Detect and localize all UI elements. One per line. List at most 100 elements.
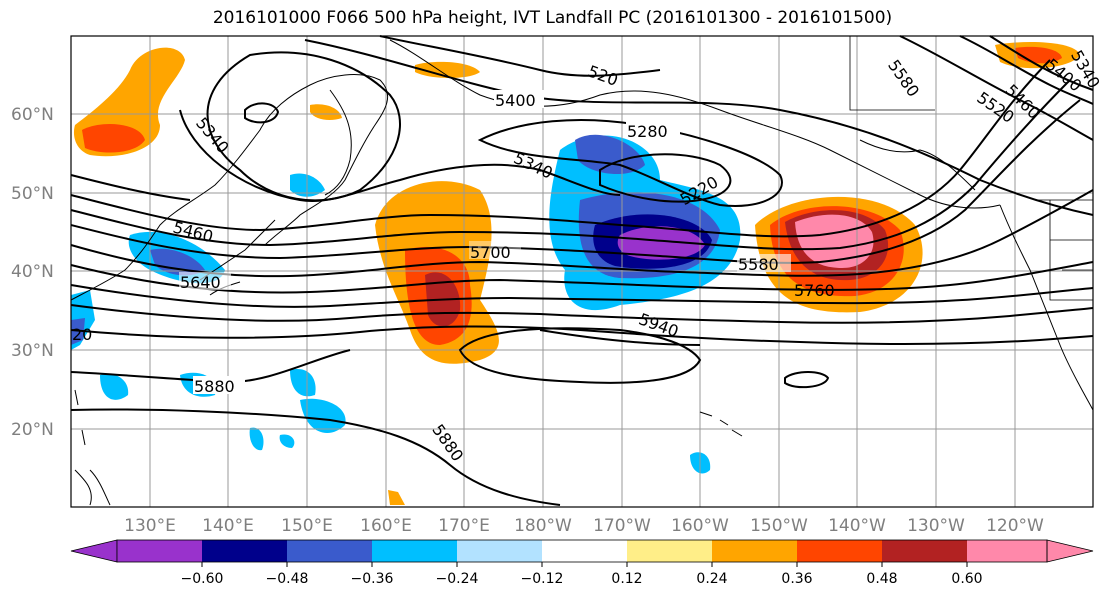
coast-alaska xyxy=(389,39,1001,209)
coast-asia xyxy=(70,74,389,301)
contour-label: 5760 xyxy=(794,281,835,300)
contour-5220 xyxy=(599,153,732,203)
contour-5940 xyxy=(458,327,702,384)
latitude-labels: 60°N 50°N 40°N 30°N 20°N xyxy=(11,105,54,440)
colorbar-segment xyxy=(372,540,457,562)
contour-5880-d xyxy=(539,329,701,346)
lon-label: 130°E xyxy=(124,516,176,536)
contour-labels: 5400 5340 5280 5220 5340 5460 5640 5700 … xyxy=(72,47,1104,465)
contour-5700 xyxy=(70,261,1094,294)
colorbar-tick: 0.48 xyxy=(866,571,897,587)
lat-label: 40°N xyxy=(11,262,54,282)
ivt-neg-west-core xyxy=(150,248,205,276)
lat-label: 60°N xyxy=(11,105,54,125)
contour-west-b xyxy=(379,35,661,77)
lon-label: 140°W xyxy=(828,516,886,536)
contour-low-ring xyxy=(206,51,401,202)
contour-5880-a xyxy=(70,325,1094,346)
ivt-neg-small-d xyxy=(290,369,316,397)
contour-label: 5880 xyxy=(194,377,235,396)
lat-label: 20°N xyxy=(11,420,54,440)
coast-philippines xyxy=(74,469,92,506)
lon-label: 150°E xyxy=(281,516,333,536)
contour-east-a xyxy=(899,35,1094,141)
colorbar-extend-right xyxy=(1046,539,1094,563)
ivt-pos-small-d xyxy=(388,490,405,505)
contour-label: 20 xyxy=(72,325,92,344)
colorbar-segment xyxy=(117,540,202,562)
colorbar-extend-left xyxy=(70,539,118,563)
lon-label: 120°W xyxy=(986,516,1044,536)
colorbar-tick: 0.60 xyxy=(951,571,982,587)
contour-label: 5400 xyxy=(495,91,536,110)
ivt-neg-mid-peak xyxy=(617,226,705,260)
lon-label: 170°W xyxy=(593,516,651,536)
colorbar-segment xyxy=(202,540,287,562)
ivt-neg-small-f xyxy=(249,427,264,451)
coast-hawaii xyxy=(699,411,743,437)
lon-label: 170°E xyxy=(438,516,490,536)
height-contours xyxy=(70,35,1094,506)
contour-east-c xyxy=(989,35,1094,91)
ivt-neg-north xyxy=(575,134,645,175)
gridlines xyxy=(71,36,1093,507)
colorbar-tick: 0.36 xyxy=(781,571,812,587)
contour-label: 5700 xyxy=(470,243,511,262)
lat-label: 50°N xyxy=(11,184,54,204)
contour-small xyxy=(244,102,280,124)
ivt-neg-small-e xyxy=(300,398,346,433)
lon-label: 140°E xyxy=(202,516,254,536)
colorbar-segment xyxy=(542,540,627,562)
contour-5460 xyxy=(70,59,1051,238)
lat-label: 30°N xyxy=(11,341,54,361)
lon-label: 160°W xyxy=(671,516,729,536)
colorbar-segment xyxy=(882,540,967,562)
map-title: 2016101000 F066 500 hPa height, IVT Land… xyxy=(212,8,893,28)
colorbar-segment xyxy=(712,540,797,562)
longitude-labels: 130°E 140°E 150°E 160°E 170°E 180°W 170°… xyxy=(124,516,1044,536)
colorbar-segment xyxy=(967,540,1047,562)
colorbar-segment xyxy=(627,540,712,562)
colorbar-tick: 0.12 xyxy=(611,571,642,587)
contour-5880-c xyxy=(70,408,561,506)
ivt-pos-nw-core xyxy=(82,124,145,153)
ivt-pos-small-b xyxy=(310,104,342,120)
contour-small-ring xyxy=(784,371,830,389)
colorbar-tick: −0.60 xyxy=(181,571,224,587)
contour-5280 xyxy=(477,119,783,207)
coast-kamchatka xyxy=(324,89,352,196)
lon-label: 180°W xyxy=(514,516,572,536)
coast-alaska-inner xyxy=(859,139,976,191)
contour-east-b xyxy=(959,35,1094,105)
colorbar-segment xyxy=(797,540,882,562)
lon-label: 160°E xyxy=(360,516,412,536)
ivt-neg-small-b xyxy=(100,373,129,400)
contour-5520 xyxy=(70,79,1071,251)
colorbar: −0.60 −0.48 −0.36 −0.24 −0.12 0.12 0.24 … xyxy=(70,539,1094,587)
contour-label: 5580 xyxy=(738,255,779,274)
coastlines xyxy=(70,39,1094,506)
colorbar-tick: −0.48 xyxy=(266,571,309,587)
contour-label: 5280 xyxy=(627,122,668,141)
contour-west-a xyxy=(70,174,191,201)
contour-5400-north xyxy=(304,39,1094,216)
ivt-shading xyxy=(71,42,1080,505)
contour-5340-west xyxy=(179,109,621,202)
ivt-pos-east-peak xyxy=(795,214,874,268)
colorbar-tick: −0.36 xyxy=(351,571,394,587)
lon-label: 150°W xyxy=(750,516,808,536)
colorbar-tick: 0.24 xyxy=(696,571,727,587)
coast-na-west xyxy=(999,204,1094,411)
map-frame xyxy=(70,35,1094,508)
colorbar-segment xyxy=(457,540,542,562)
contour-5760 xyxy=(70,284,1094,308)
coast-islands-west xyxy=(74,389,111,506)
contour-label: 5640 xyxy=(180,273,221,292)
colorbar-tick: −0.12 xyxy=(521,571,564,587)
colorbar-tick: −0.24 xyxy=(436,571,479,587)
colorbar-segment xyxy=(287,540,372,562)
contour-5580 xyxy=(70,99,1081,264)
contour-5820 xyxy=(70,304,1094,324)
contour-5640 xyxy=(70,189,1094,278)
